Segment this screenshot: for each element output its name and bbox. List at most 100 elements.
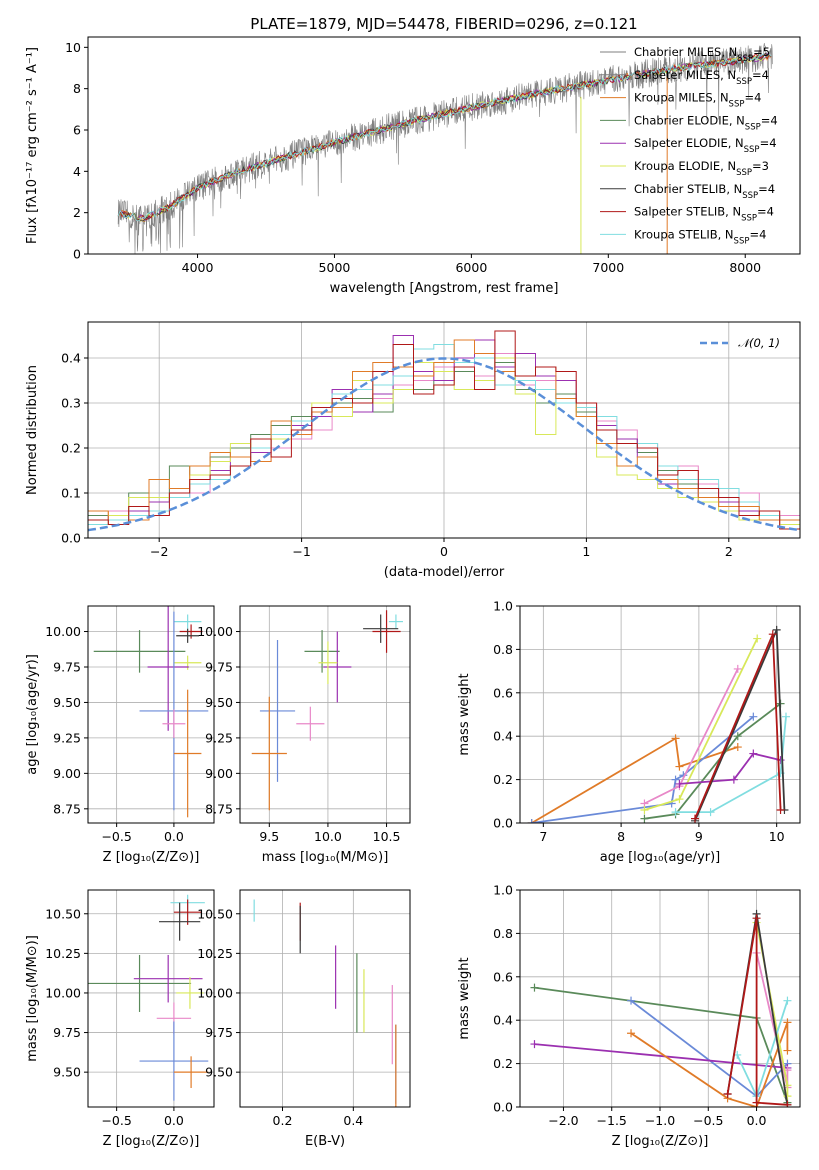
errorbar-point [88, 954, 192, 1012]
x-tick-label: 0.0 [747, 1113, 767, 1128]
weight-series [527, 712, 758, 823]
x-tick-label: 6000 [455, 260, 487, 275]
weight-marker [675, 762, 684, 771]
y-tick-label: 6 [73, 123, 81, 138]
weight-marker [768, 630, 777, 639]
weight-marker [527, 819, 536, 823]
plot-content [88, 894, 209, 1101]
weight-marker [729, 775, 738, 784]
y-tick-label: 9.50 [53, 1065, 81, 1080]
y-tick-label: 9.75 [53, 659, 81, 674]
legend-entry: Chabrier MILES, NSSP=5 [634, 45, 770, 64]
x-tick-label: 9 [695, 829, 703, 844]
x-axis-label: Z [log₁₀(Z/Z⊙)] [103, 850, 200, 865]
weight-line [630, 1022, 789, 1107]
y-tick-label: 0.0 [61, 531, 81, 546]
y-tick-label: 9.00 [205, 766, 233, 781]
axes-frame [87, 36, 801, 255]
weight-marker [675, 779, 684, 788]
y-tick-label: 0.6 [493, 685, 513, 700]
x-axis-label: (data-model)/error [384, 565, 505, 580]
y-tick-label: 9.75 [205, 1025, 233, 1040]
weight-marker [733, 732, 742, 741]
weight-marker [671, 808, 680, 817]
legend-entry: Chabrier ELODIE, NSSP=4 [634, 113, 778, 132]
weight-line [644, 702, 782, 820]
weight-series [671, 712, 790, 817]
x-axis-label: Z [log₁₀(Z/Z⊙)] [103, 1134, 200, 1149]
y-tick-label: 1.0 [493, 883, 513, 898]
weight-marker [530, 983, 539, 992]
y-tick-label: 0.6 [493, 969, 513, 984]
legend-label-sub: SSP [742, 191, 758, 201]
plot-area [240, 606, 410, 823]
weight-marker [671, 775, 680, 784]
x-tick-label: 10 [769, 829, 785, 844]
y-tick-label: 8.75 [205, 801, 233, 816]
y-tick-label: 0.2 [493, 772, 513, 787]
legend-label-end: =4 [749, 227, 766, 241]
panel-residuals: −2 −1 0 1 2 0.0 0.1 0.2 0.3 0.4 (data-model)/error… [25, 321, 801, 580]
x-axis-label: age [log₁₀(age/yr)] [600, 850, 721, 865]
x-tick-label: 8000 [729, 260, 761, 275]
legend-entry: Salpeter STELIB, NSSP=4 [634, 205, 774, 224]
panel-age_vs_Z: −0.5 0.0 8.75 9.00 9.25 9.50 9.75 10.00 Z [log₁₀… [25, 605, 215, 865]
weight-marker [783, 1092, 792, 1101]
legend-label-sub: SSP [736, 168, 752, 178]
x-tick-label: 10.5 [373, 829, 401, 844]
y-tick-label: 0.0 [493, 816, 513, 831]
y-tick-label: 10.00 [45, 985, 81, 1000]
legend-entry: Kroupa MILES, NSSP=4 [634, 91, 761, 110]
weight-marker [723, 1089, 732, 1098]
weight-marker [752, 1098, 761, 1107]
panel-mass_weight_vs_Z: −2.0 −1.5 −1.0 −0.5 0.0 0.0 0.2 0.4 0.6 0.8 1.0 Z [… [457, 883, 801, 1149]
histogram-series [88, 330, 800, 538]
axes-frame [87, 605, 215, 824]
x-tick-label: 0.2 [273, 1113, 293, 1128]
x-tick-label: 7000 [592, 260, 624, 275]
legend-label-main: Kroupa MILES, N [634, 91, 729, 105]
y-axis-label: mass weight [457, 673, 472, 755]
weight-marker [627, 996, 636, 1005]
panel-mass_vs_EBV: 0.2 0.4 9.50 9.75 10.00 10.25 10.50 E(B-V) [197, 889, 411, 1149]
y-tick-label: 10.25 [45, 946, 81, 961]
legend-label-main: Chabrier MILES, N [634, 45, 737, 59]
y-tick-label: 0.1 [61, 486, 81, 501]
legend-label-main: Salpeter MILES, N [634, 68, 736, 82]
x-axis-label: Z [log₁₀(Z/Z⊙)] [612, 1134, 709, 1149]
legend-entry: Salpeter ELODIE, NSSP=4 [634, 136, 777, 155]
y-axis-label: Normed distribution [25, 365, 40, 495]
axes-frame [87, 889, 215, 1108]
errorbar-point [93, 630, 186, 673]
x-tick-label: −1 [292, 544, 310, 559]
weight-series [640, 634, 762, 814]
y-tick-label: 0.4 [493, 729, 513, 744]
weight-marker [749, 749, 758, 758]
y-tick-label: 4 [73, 164, 81, 179]
weight-marker [675, 795, 684, 804]
y-tick-label: 9.50 [205, 695, 233, 710]
weight-marker [640, 814, 649, 823]
y-axis-label: mass [log₁₀(M/M⊙)] [25, 935, 40, 1062]
y-tick-label: 1.0 [493, 599, 513, 614]
x-tick-label: 0.4 [343, 1113, 363, 1128]
legend-label-main: Chabrier ELODIE, N [634, 113, 745, 127]
legend-label-end: =4 [757, 205, 774, 219]
weight-marker [776, 805, 785, 814]
legend-label-end: =3 [752, 159, 769, 173]
x-tick-label: −1.5 [597, 1113, 627, 1128]
y-tick-label: 10.50 [45, 906, 81, 921]
panel-spectrum: 4000 5000 6000 7000 8000 0 2 4 6 8 10 wavelength [A… [25, 36, 801, 296]
weight-marker [782, 712, 790, 721]
legend: 𝒩(0, 1) [700, 336, 780, 350]
x-tick-label: −1.0 [645, 1113, 675, 1128]
axes-frame [519, 889, 801, 1108]
legend-label-main: Salpeter STELIB, N [634, 205, 741, 219]
x-tick-label: −2 [150, 544, 168, 559]
legend-label-end: =4 [760, 136, 777, 150]
x-tick-label: 0 [440, 544, 448, 559]
y-tick-label: 9.50 [205, 1065, 233, 1080]
y-tick-label: 9.75 [53, 1025, 81, 1040]
errorbar-point [176, 628, 200, 643]
